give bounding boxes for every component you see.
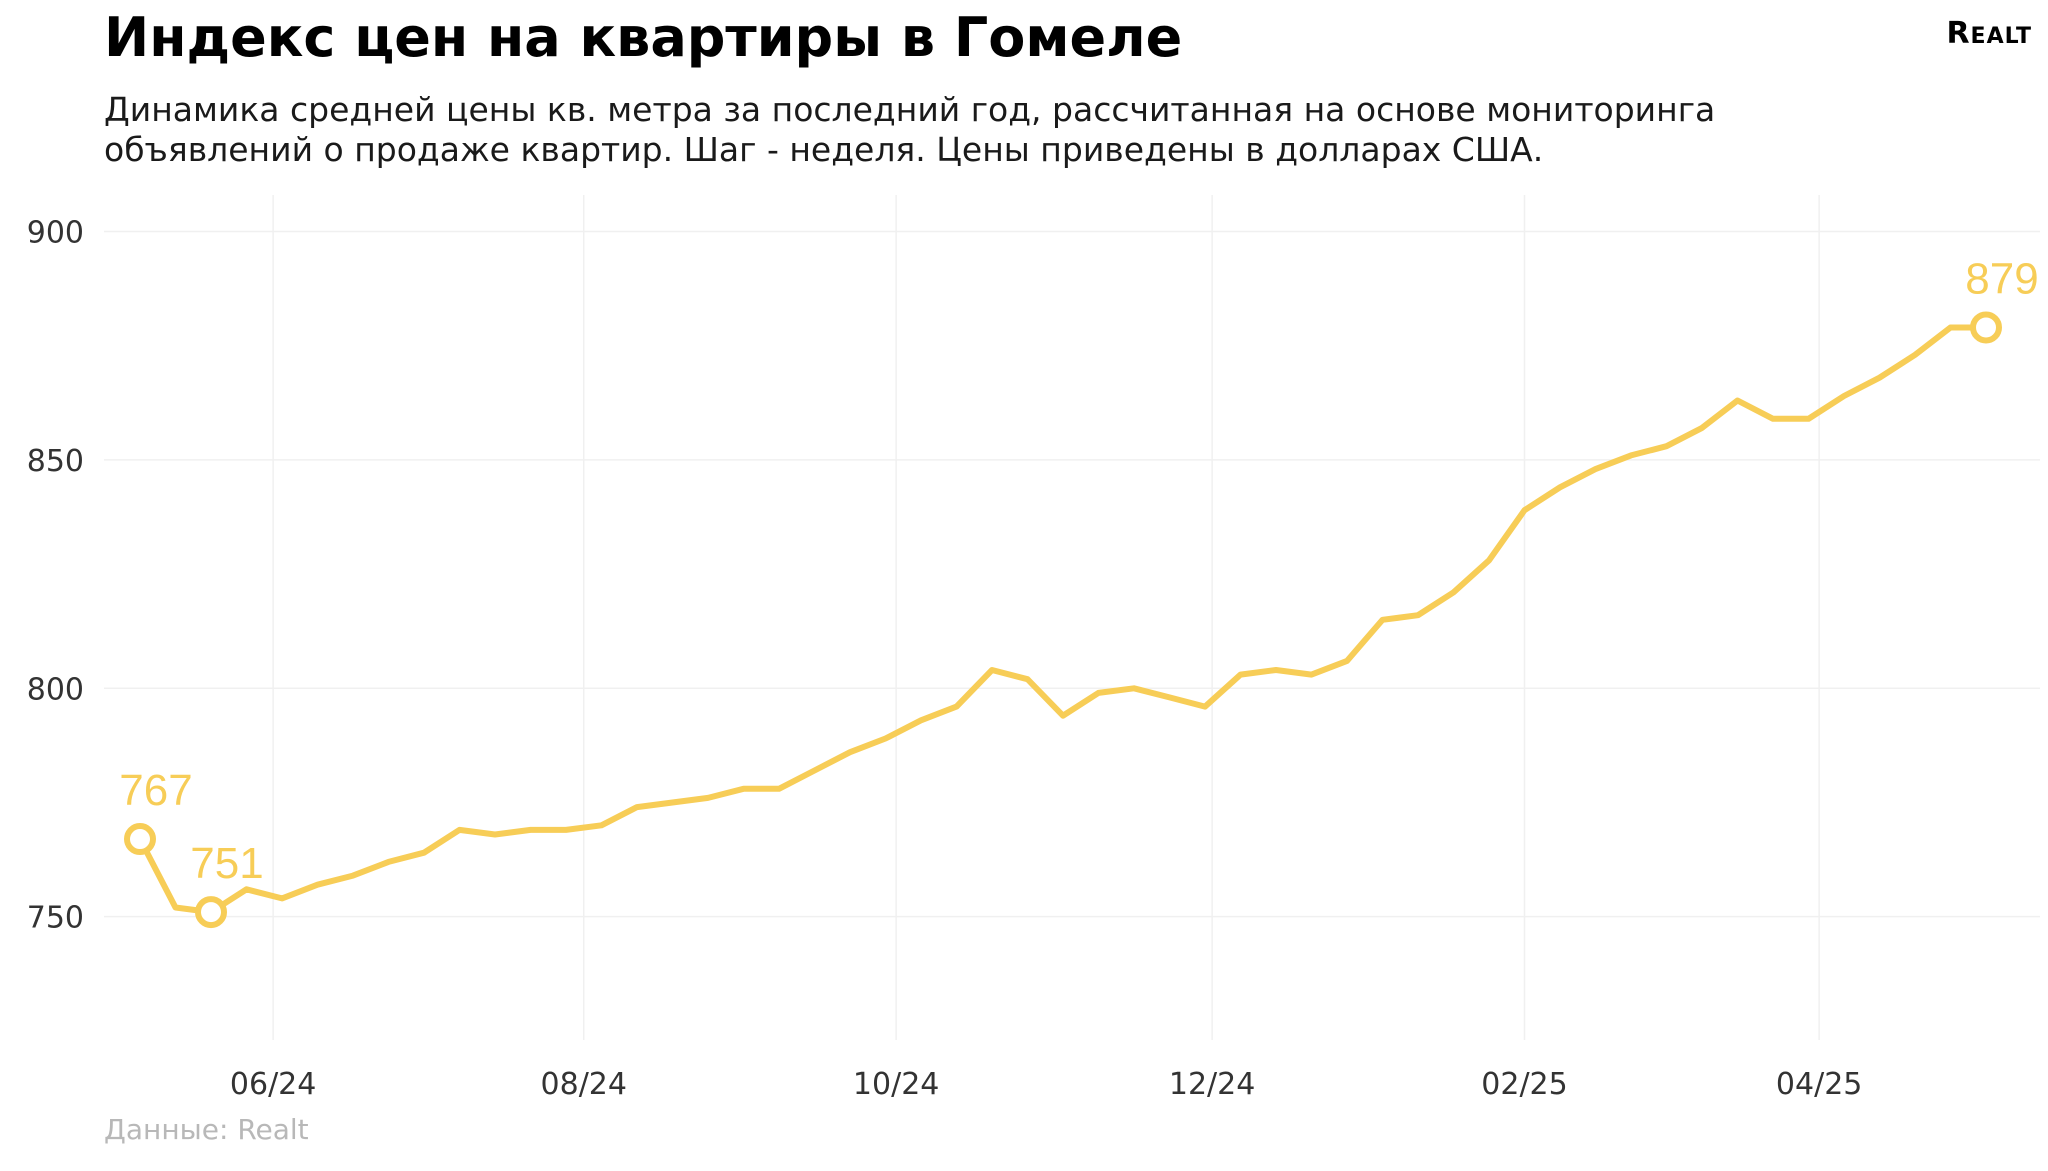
x-tick-label: 06/24 (230, 1067, 316, 1102)
x-tick-label: 08/24 (541, 1067, 627, 1102)
data-label: 767 (119, 766, 192, 815)
x-tick-label: 02/25 (1481, 1067, 1567, 1102)
chart-title: Индекс цен на квартиры в Гомеле (104, 6, 1183, 69)
x-axis-ticks: 06/24 08/24 10/24 12/24 02/25 04/25 (230, 1067, 1862, 1102)
highlight-point (124, 823, 156, 856)
vertical-grid (272, 195, 1820, 1040)
x-tick-label: 12/24 (1169, 1067, 1255, 1102)
x-tick-label: 10/24 (853, 1067, 939, 1102)
highlight-points (124, 311, 2002, 929)
y-tick-label: 800 (27, 672, 84, 707)
chart-subtitle: Динамика средней цены кв. метра за после… (104, 90, 1716, 169)
logo-main: R (1946, 16, 1971, 51)
x-tick-label: 04/25 (1776, 1067, 1862, 1102)
y-tick-label: 900 (27, 216, 84, 251)
highlight-point (195, 896, 227, 929)
y-tick-label: 750 (27, 901, 84, 936)
y-axis-ticks: 750 800 850 900 (27, 216, 84, 936)
price-line (137, 324, 1989, 916)
data-source: Данные: Realt (104, 1113, 309, 1146)
logo-small: EALT (1970, 24, 2032, 49)
data-label: 879 (1965, 254, 2038, 303)
y-tick-label: 850 (27, 444, 84, 479)
highlight-point (1970, 311, 2002, 344)
data-labels: 767 751 879 (119, 254, 2038, 888)
data-label: 751 (190, 839, 263, 888)
realt-logo: REALT (1946, 16, 2032, 51)
horizontal-grid (104, 230, 2040, 918)
